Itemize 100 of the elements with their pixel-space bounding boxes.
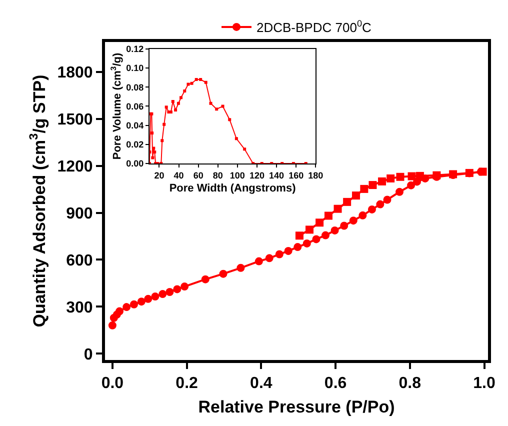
point	[183, 89, 186, 92]
point	[330, 226, 339, 234]
point	[180, 96, 183, 100]
x-tick-label: 140	[269, 170, 284, 180]
point	[122, 303, 131, 312]
point	[349, 216, 358, 225]
point	[180, 282, 189, 291]
line-series	[149, 78, 308, 164]
point	[116, 307, 124, 316]
point	[171, 100, 174, 103]
y-tick-label: 300	[66, 299, 93, 316]
point	[312, 235, 320, 244]
point	[376, 200, 384, 208]
point	[243, 148, 246, 151]
point	[144, 294, 152, 303]
point	[108, 321, 116, 330]
point	[408, 172, 416, 180]
point	[368, 205, 376, 214]
point	[130, 300, 138, 308]
x-tick-label: 0.0	[101, 375, 124, 392]
legend-label: 2DCB-BPDC 700$^{0}$C	[256, 18, 372, 36]
y-tick-label: 1200	[57, 158, 93, 176]
y-tick-label: 0.02	[126, 140, 144, 150]
y-tick-label: 0.12	[126, 44, 144, 54]
x-tick-label: 180	[308, 170, 324, 180]
point	[158, 290, 167, 298]
x-tick-label: 1.0	[473, 375, 496, 392]
point	[316, 218, 324, 227]
point	[174, 108, 178, 112]
point	[160, 139, 164, 142]
x-tick-label: 0.2	[176, 375, 198, 392]
point	[295, 232, 304, 240]
point	[334, 204, 342, 213]
point	[324, 212, 332, 220]
x-tick-label: 60	[193, 170, 204, 180]
point	[152, 146, 156, 150]
y-tick-label: 0.04	[126, 120, 144, 130]
point	[306, 226, 314, 234]
x-axis-title: Relative Pressure (P/Po)	[198, 398, 395, 417]
point	[137, 298, 146, 306]
point	[150, 131, 154, 134]
point	[162, 122, 166, 126]
point	[396, 172, 404, 181]
point	[275, 250, 284, 258]
point	[416, 172, 424, 180]
y-tick-label: 0.08	[126, 82, 144, 92]
point	[358, 211, 367, 220]
point	[190, 82, 194, 85]
point	[360, 184, 368, 193]
point	[368, 181, 377, 190]
point	[204, 80, 208, 84]
y-tick-label: 0.10	[126, 63, 144, 74]
point	[407, 181, 416, 190]
point	[396, 188, 404, 196]
point	[194, 78, 198, 82]
point	[234, 137, 238, 140]
point	[199, 78, 202, 82]
point	[386, 174, 395, 182]
point	[284, 246, 292, 255]
point	[201, 275, 210, 284]
x-tick-label: 20	[154, 170, 164, 180]
y-tick-label: 1800	[57, 64, 93, 82]
point	[166, 288, 174, 296]
point	[294, 243, 302, 252]
point	[228, 118, 232, 122]
point	[340, 222, 348, 230]
y-tick-label: 0	[84, 346, 93, 364]
point	[186, 82, 190, 86]
point	[383, 196, 392, 204]
point	[151, 156, 154, 160]
point	[164, 106, 168, 109]
point	[219, 270, 228, 278]
y-tick-label: 1500	[57, 111, 93, 128]
point	[221, 104, 224, 108]
x-tick-label: 40	[174, 170, 184, 180]
x-tick-label: 0.4	[250, 375, 272, 392]
point	[378, 177, 386, 186]
x-tick-label: 160	[288, 170, 304, 180]
point	[322, 231, 330, 240]
y-tick-label: 600	[66, 252, 93, 270]
point	[209, 102, 212, 105]
x-tick-label: 120	[249, 170, 265, 180]
y-tick-label: 0.00	[126, 158, 144, 169]
point	[265, 254, 274, 262]
point	[302, 239, 311, 248]
y-tick-label: 0.06	[126, 101, 144, 112]
x-tick-label: 0.6	[324, 375, 347, 392]
point	[173, 285, 182, 294]
point	[254, 257, 263, 266]
x-tick-label: 100	[230, 170, 245, 180]
point	[236, 264, 245, 272]
point	[176, 102, 180, 105]
point	[352, 192, 360, 200]
point	[151, 292, 160, 301]
x-axis-title: Pore Width (Angstroms)	[169, 182, 296, 194]
y-tick-label: 900	[66, 205, 93, 222]
point	[215, 108, 218, 111]
x-tick-label: 80	[212, 170, 223, 180]
x-tick-label: 0.8	[398, 375, 422, 392]
point	[343, 198, 352, 206]
